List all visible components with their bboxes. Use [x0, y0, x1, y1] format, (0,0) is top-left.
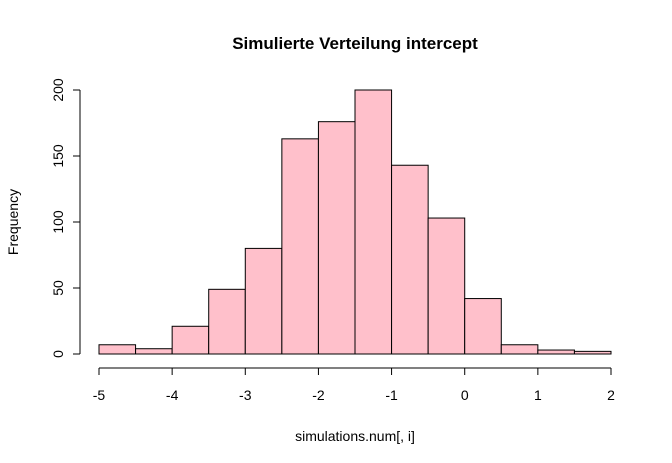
y-axis: 0 50 100 150 200	[50, 78, 81, 358]
x-tick-label: -3	[239, 387, 252, 403]
x-tick-label: -1	[385, 387, 398, 403]
histogram-bar	[98, 344, 137, 355]
histogram-bar	[391, 164, 429, 355]
histogram-bar	[208, 288, 246, 355]
x-tick-label: -4	[166, 387, 179, 403]
x-tick-label: 0	[461, 387, 469, 403]
histogram-bar	[317, 121, 356, 355]
x-tick-label: -5	[93, 387, 106, 403]
y-tick-label: 100	[50, 210, 66, 234]
x-tick-label: 1	[534, 387, 542, 403]
chart-title: Simulierte Verteilung intercept	[232, 34, 478, 53]
histogram-bar	[464, 298, 502, 355]
histogram-bar	[281, 138, 319, 355]
x-tick-label: -2	[312, 387, 325, 403]
histogram-bar	[171, 325, 210, 355]
histogram-bar	[354, 89, 393, 355]
histogram-bar	[573, 350, 612, 355]
y-axis-label: Frequency	[5, 189, 21, 255]
bars-group	[98, 89, 612, 355]
histogram-bar	[135, 348, 173, 355]
histogram-bar	[244, 247, 283, 355]
x-axis: -5 -4 -3 -2 -1 0 1 2	[93, 367, 615, 403]
histogram-bar	[427, 217, 466, 355]
histogram-bar	[500, 344, 539, 355]
x-axis-label: simulations.num[, i]	[295, 428, 415, 444]
x-tick-label: 2	[607, 387, 615, 403]
y-tick-label: 0	[50, 350, 66, 358]
y-tick-label: 50	[50, 280, 66, 296]
y-tick-label: 150	[50, 144, 66, 168]
histogram-bar	[537, 349, 575, 355]
y-tick-label: 200	[50, 78, 66, 102]
